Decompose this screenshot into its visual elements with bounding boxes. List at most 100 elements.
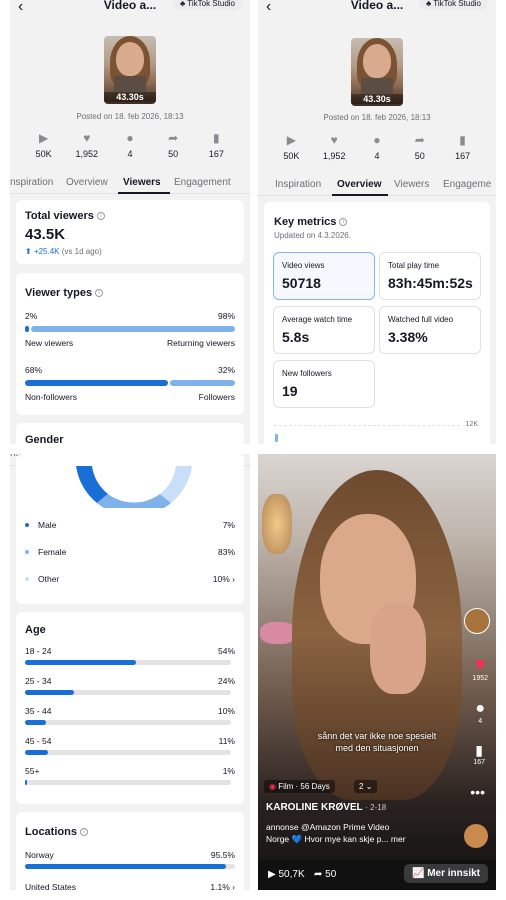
author-name[interactable]: KAROLINE KRØVEL · 2-18 (266, 802, 387, 813)
returning-viewers-bar (31, 326, 235, 332)
more-insights-button[interactable]: 📈 Mer innsikt (403, 864, 488, 883)
age-value: 11% (218, 736, 235, 746)
comment-button[interactable]: ● 4 (475, 700, 485, 725)
location-us-row[interactable]: 1.1% › (210, 882, 235, 890)
age-bar-track (25, 720, 231, 725)
age-label: 25 - 34 (25, 676, 52, 686)
age-label: 18 - 24 (25, 646, 52, 656)
video-description-line2[interactable]: Norge 💙 Hvor mye kan skje p... mer (266, 834, 406, 844)
stat-comments: ● 4 (112, 130, 148, 159)
metric-new-followers[interactable]: New followers 19 (273, 360, 375, 408)
key-metrics-title: Key metrics (274, 216, 337, 228)
comment-icon: ● (475, 700, 485, 717)
film-count-dropdown[interactable]: 2 ⌄ (354, 780, 378, 793)
video-player-panel[interactable]: ♥ 1952 ● 4 ▮ 167 ••• sånn det var ikke noe … (258, 454, 496, 890)
metric-video-views[interactable]: Video views 50718 (273, 252, 375, 300)
video-thumbnail[interactable]: 43.30s (351, 38, 403, 106)
non-followers-bar (25, 380, 168, 386)
tab-overview[interactable]: Overview (66, 177, 108, 188)
tiktok-studio-button[interactable]: ♣ TikTok Studio (172, 0, 242, 10)
tab-engagement[interactable]: Engagement (174, 177, 231, 188)
metric-total-play-time[interactable]: Total play time 83h:45m:52s (379, 252, 481, 300)
stat-views: ▶ 50K (273, 132, 309, 161)
info-icon[interactable]: i (79, 828, 88, 837)
share-count: ➦ 50 (314, 869, 337, 880)
stat-likes: ♥ 1,952 (316, 132, 352, 161)
film-tag[interactable]: ◉ Film · 56 Days (264, 780, 335, 793)
new-viewers-bar (25, 326, 29, 332)
post-date: · 2-18 (365, 803, 387, 812)
active-tab-indicator (118, 192, 170, 194)
stat-shares: ➦ 50 (402, 132, 438, 161)
age-title: Age (25, 624, 46, 636)
up-arrow-icon: ⬆ (25, 247, 32, 256)
creator-avatar[interactable] (464, 608, 490, 634)
page-title: Video a... (350, 0, 404, 12)
viewers-panel-scrolled: nspiration Overview Viewers Engagement M… (10, 454, 250, 890)
gender-donut-chart (76, 466, 192, 508)
active-tab-indicator (332, 194, 388, 196)
tab-engagement[interactable]: Engageme (443, 179, 492, 190)
chevron-right-icon: › (232, 574, 235, 584)
tab-overview[interactable]: Overview (337, 179, 382, 190)
stats-row: ▶ 50K ♥ 1,952 ● 4 ➦ 50 ▮ 167 (10, 130, 250, 159)
tab-viewers[interactable]: Viewers (394, 179, 430, 190)
locations-card: Locations i Norway 95.5% United States 1.… (16, 812, 244, 890)
share-icon: ➦ (314, 869, 323, 880)
age-bar-fill (25, 690, 74, 695)
returning-viewers-pct: 98% (217, 311, 235, 321)
tab-inspiration[interactable]: Inspiration (275, 179, 322, 190)
chevron-left-icon[interactable]: ‹ (266, 0, 272, 15)
tab-viewers[interactable]: Viewers (123, 177, 161, 188)
metrics-updated: Updated on 4.3.2026. (274, 231, 351, 240)
gender-male-label: Male (38, 520, 57, 530)
viewer-types-card: Viewer types i 2% 98% New viewers Returni… (16, 273, 244, 415)
gender-arc-female (97, 494, 171, 508)
chart-tick: 12K (465, 421, 478, 428)
play-icon: ▶ (38, 131, 49, 145)
info-icon[interactable]: i (96, 212, 105, 221)
location-norway-label: Norway (25, 850, 54, 860)
share-icon: ➦ (168, 131, 179, 145)
heart-icon: ♥ (83, 131, 91, 145)
age-label: 45 - 54 (25, 736, 52, 746)
metric-watched-full-video[interactable]: Watched full video 3.38% (379, 306, 481, 354)
stat-comments: ● 4 (359, 132, 395, 161)
metric-average-watch-time[interactable]: Average watch time 5.8s (273, 306, 375, 354)
locations-title: Locations (25, 826, 77, 838)
tab-bar: Inspiration Overview Viewers Engageme (258, 176, 496, 196)
chevron-left-icon[interactable]: ‹ (18, 0, 24, 15)
sound-disc-icon[interactable] (464, 824, 488, 848)
viewers-panel: ‹ Video a... ♣ TikTok Studio 43.30s Post… (10, 0, 250, 444)
stat-views: ▶ 50K (26, 130, 62, 159)
save-button[interactable]: ▮ 167 (473, 742, 485, 766)
top-bar: ‹ Video a... ♣ TikTok Studio (258, 0, 496, 20)
age-label: 35 - 44 (25, 706, 52, 716)
info-icon[interactable]: i (95, 289, 104, 298)
tab-inspiration[interactable]: nspiration (10, 177, 54, 188)
non-followers-label: Non-followers (25, 392, 77, 402)
total-viewers-change-note: (vs 1d ago) (61, 247, 102, 256)
age-card: Age 18 - 24 54% 25 - 34 24% 35 - 44 10% 45 - 5… (16, 612, 244, 804)
gender-other-label: Other (38, 574, 60, 584)
video-duration: 43.30s (351, 94, 403, 104)
more-icon[interactable]: ••• (470, 784, 485, 800)
tiktok-studio-button[interactable]: ♣ TikTok Studio (418, 0, 488, 10)
video-description-line1[interactable]: annonse @Amazon Prime Video (266, 822, 390, 832)
video-thumbnail[interactable]: 43.30s (104, 36, 156, 104)
total-viewers-change: +25.4K (33, 247, 60, 256)
returning-viewers-label: Returning viewers (166, 338, 235, 348)
total-viewers-value: 43.5K (25, 226, 66, 243)
viewer-types-title: Viewer types (25, 287, 93, 299)
age-value: 1% (222, 766, 235, 776)
gender-other-row[interactable]: 10% › (213, 574, 235, 584)
stats-row: ▶ 50K ♥ 1,952 ● 4 ➦ 50 ▮ 167 (258, 132, 496, 161)
followers-label: Followers (198, 392, 235, 402)
chevron-down-icon: ⌄ (365, 782, 373, 791)
like-button[interactable]: ♥ 1952 (472, 654, 488, 682)
heart-icon: ♥ (474, 654, 486, 674)
male-legend-dot (25, 523, 29, 527)
info-icon[interactable]: i (339, 218, 348, 227)
play-icon: ▶ (268, 869, 276, 880)
new-viewers-label: New viewers (25, 338, 74, 348)
